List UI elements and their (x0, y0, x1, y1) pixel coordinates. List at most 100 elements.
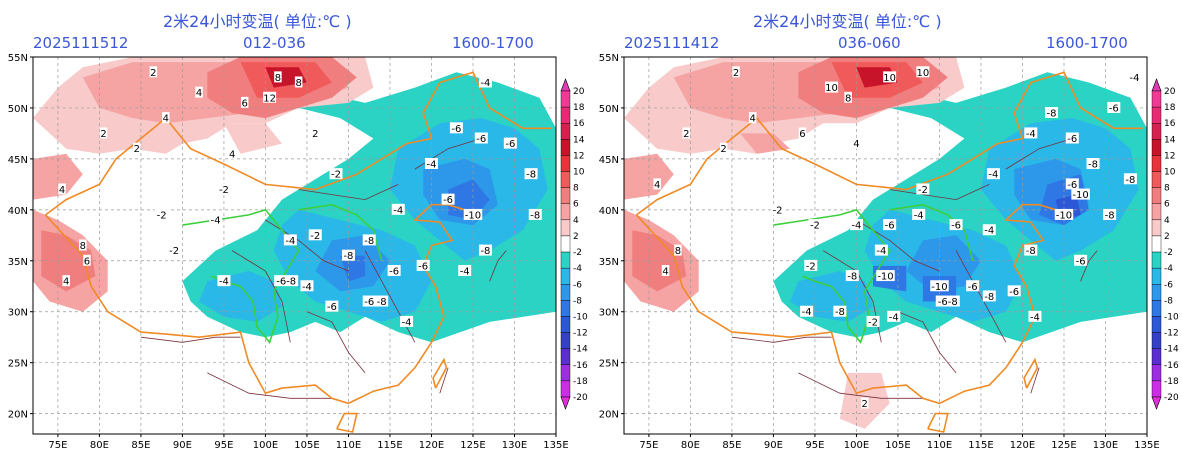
lat-tick-label: 45N (8, 155, 28, 166)
national-boundary (44, 71, 552, 433)
contour-label: -6 (885, 221, 895, 232)
contour-label: -4 (426, 159, 436, 170)
color-bar-label: -8 (1164, 296, 1173, 306)
color-bar-label: -14 (1164, 345, 1179, 355)
contour-label: -8 (526, 170, 536, 181)
contour-label-bg (478, 244, 492, 256)
plateau-outline (182, 203, 383, 344)
warm-zone-4 (740, 133, 790, 154)
contour-label: 4 (654, 180, 660, 191)
contour-label-bg (449, 122, 463, 134)
color-bar-label: 14 (573, 135, 585, 145)
contour-label: -4 (802, 307, 812, 318)
color-bar-over (560, 78, 571, 92)
lon-tick-label: 110E (927, 440, 952, 451)
contour-label: -2 (773, 205, 783, 216)
lon-tick-label: 95E (805, 440, 824, 451)
contour-label: -6 (1009, 287, 1019, 298)
coastline (922, 203, 1056, 405)
border-line (44, 214, 333, 399)
lon-tick-label: 120E (419, 440, 444, 451)
color-bar-box (560, 380, 571, 398)
contour-label-bg (162, 112, 170, 124)
contour-label-bg (391, 203, 405, 215)
contour-label: -6 (327, 302, 337, 313)
contour-label: -4 (285, 236, 295, 247)
contour-label: -4 (393, 205, 403, 216)
contour-label: -6 (1109, 103, 1119, 114)
contour-label: -4 (402, 317, 412, 328)
contour-label: -6-8 (938, 297, 958, 308)
contour-label: -4 (988, 170, 998, 181)
valid-time: 1600-1700 (452, 34, 534, 52)
color-bar-label: -4 (573, 264, 582, 274)
contour-label: -4 (211, 216, 221, 227)
contour-label: -8 (847, 272, 857, 283)
hainan-coast (927, 412, 949, 433)
color-bar: 20 18 16 14 12 10 8 6 4 2 -2 -4 -6 -8 -10 -12 -14 -16 -18 -… (560, 78, 588, 410)
color-bar-box (1151, 90, 1162, 108)
contour-label: -4 (889, 312, 899, 323)
contour-label-bg (503, 137, 517, 149)
color-bar-label: -18 (1164, 377, 1179, 387)
contour-label: 10 (916, 68, 929, 79)
lon-tick-label: 100E (844, 440, 869, 451)
color-bar-box (1151, 364, 1162, 382)
chart-title: 2米24小时变温( 单位:℃ ) (753, 12, 942, 31)
contour-label-bg (883, 71, 897, 83)
contour-label-bg (849, 219, 863, 231)
contour-label: -4 (219, 277, 229, 288)
province-border (1005, 138, 1073, 170)
color-bar-label: 20 (1164, 87, 1176, 97)
contour-label-bg (240, 96, 249, 108)
contour-label: 2 (312, 129, 318, 140)
lat-tick-label: 50N (599, 104, 619, 115)
contour-label: -8 (1026, 246, 1036, 257)
contour-label-bg (800, 305, 814, 317)
province-border (140, 336, 241, 343)
contour-label: -6 (364, 297, 374, 308)
contour-label-bg (1054, 208, 1074, 220)
map-panel-right: 2米24小时变温( 单位:℃ ) 2025111412 036-060 1600… (591, 0, 1182, 465)
contour-label-bg (844, 91, 852, 103)
color-bar-label: 16 (1164, 119, 1176, 129)
warm-zone-4 (624, 153, 674, 200)
contour-label: -4 (851, 221, 861, 232)
color-bar-label: -20 (573, 393, 588, 403)
color-bar-label: -12 (573, 329, 588, 339)
lat-tick-label: 35N (8, 257, 28, 268)
contour-label-bg (866, 315, 880, 327)
contour-label-bg (79, 239, 87, 251)
contour-label-bg (155, 208, 169, 220)
lon-tick-label: 80E (90, 440, 109, 451)
contour-label: -8 (835, 307, 845, 318)
plateau-outline (773, 203, 974, 344)
contour-label: -4 (302, 282, 312, 293)
color-bar-under (1151, 396, 1162, 410)
color-bar-label: -4 (1164, 264, 1173, 274)
contour-label: 12 (263, 93, 276, 104)
province-border (798, 372, 923, 399)
color-bar-label: 18 (573, 103, 585, 113)
contour-label: 2 (150, 68, 156, 79)
contour-label-bg (719, 142, 728, 154)
contour-label: -8 (1125, 175, 1135, 186)
contour-label-bg (982, 224, 996, 236)
province-border (231, 250, 291, 343)
color-bar-box (560, 267, 571, 285)
contour-label: -10 (877, 272, 893, 283)
contour-label-bg (362, 234, 376, 246)
contour-label-bg (274, 275, 299, 287)
contour-label-bg (458, 264, 472, 276)
color-bar-label: -18 (573, 377, 588, 387)
contour-label-bg (209, 214, 223, 226)
color-bar-label: 16 (573, 119, 585, 129)
contour-label: -2 (219, 185, 229, 196)
valid-time: 1600-1700 (1046, 34, 1128, 52)
lon-tick-label: 85E (131, 440, 150, 451)
contour-label: -4 (460, 266, 470, 277)
contour-label-bg (99, 127, 108, 139)
contour-label-bg (825, 81, 839, 93)
color-bar-label: -20 (1164, 393, 1179, 403)
contour-label-bg (930, 280, 949, 292)
